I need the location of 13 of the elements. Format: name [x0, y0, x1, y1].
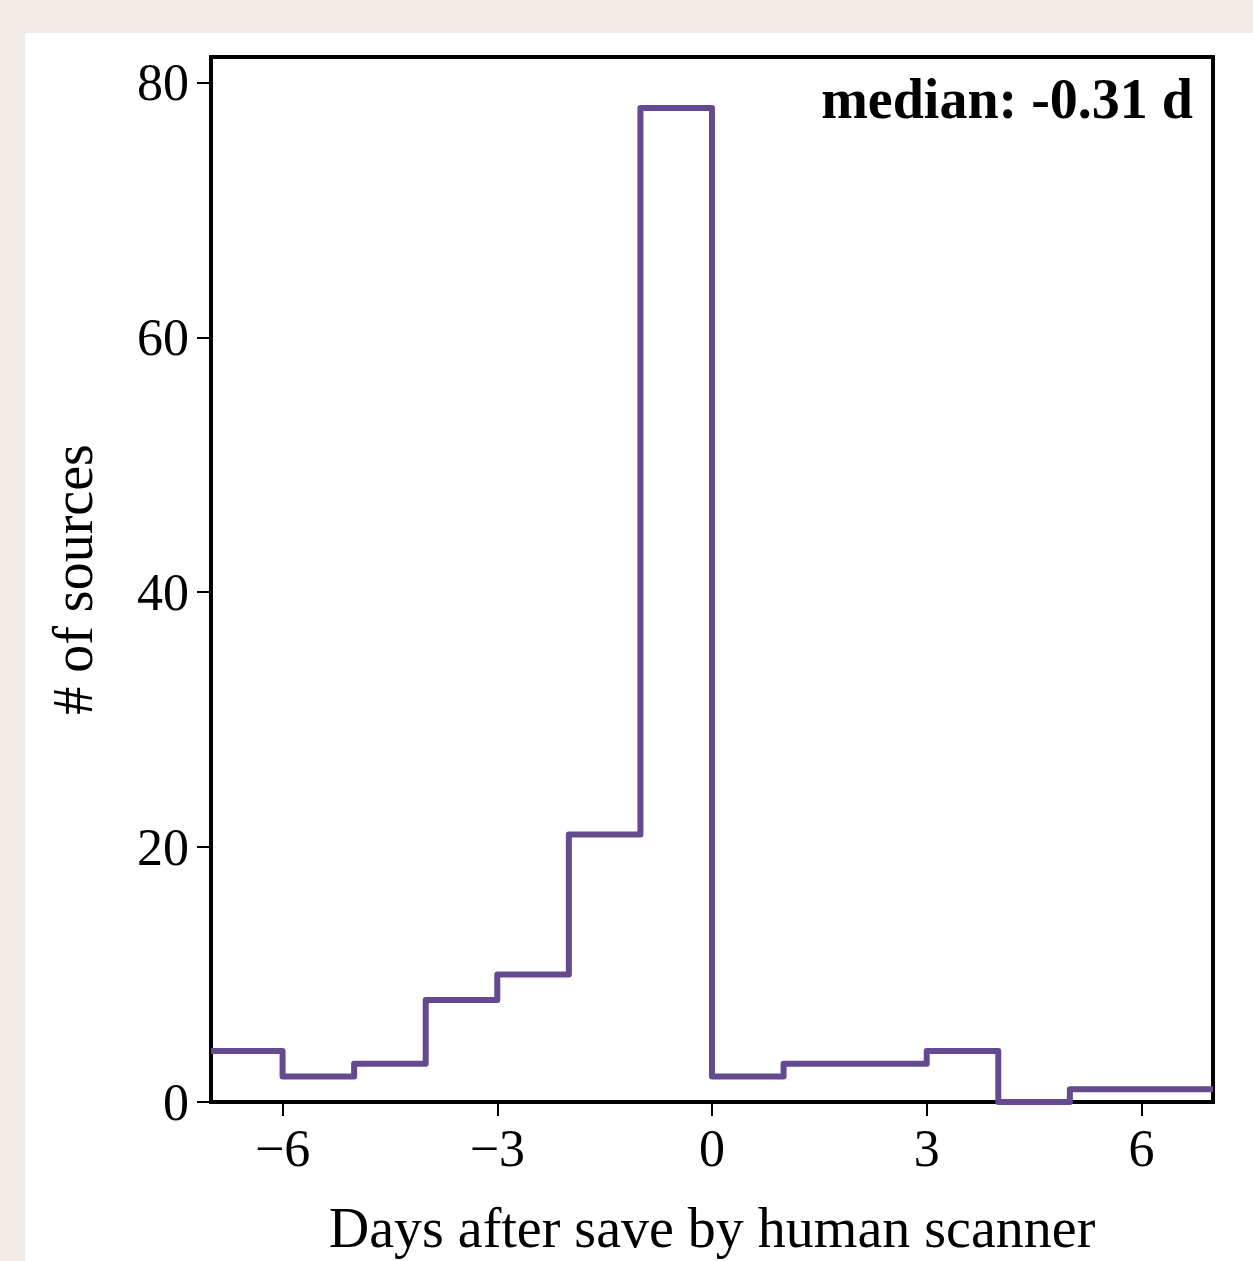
x-axis-title: Days after save by human scanner — [328, 1197, 1096, 1259]
x-tick-label: 3 — [913, 1119, 940, 1177]
x-tick-label: −6 — [254, 1119, 311, 1177]
y-tick-label: 80 — [137, 53, 189, 111]
y-tick-label: 60 — [137, 308, 189, 366]
y-tick-label: 20 — [137, 818, 189, 876]
y-tick-label: 0 — [163, 1073, 189, 1131]
y-tick-label: 40 — [137, 563, 189, 621]
x-tick-label: 0 — [699, 1119, 725, 1177]
x-tick-label: 6 — [1128, 1119, 1155, 1177]
x-tick-label: −3 — [469, 1119, 525, 1177]
annotation: median: -0.31 d — [821, 68, 1193, 130]
y-axis-title: # of sources — [42, 444, 104, 715]
